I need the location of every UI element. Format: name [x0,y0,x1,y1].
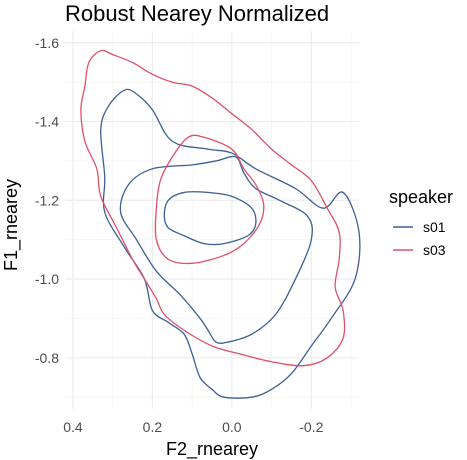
s03-contour-level-2 [154,134,265,265]
y-tick-label: -1.0 [35,271,59,287]
x-axis-title: F2_rnearey [166,439,258,460]
contour-lines [80,49,361,399]
legend-label-s03: s03 [423,242,446,258]
y-axis-ticks: -1.6 -1.4 -1.2 -1.0 -0.8 [35,35,59,366]
x-axis-ticks: 0.4 0.2 0.0 -0.2 [63,419,323,435]
y-tick-label: -0.8 [35,350,59,366]
y-tick-label: -1.6 [35,35,59,51]
s01-contour-level-1 [100,88,361,399]
s01-contour-level-2 [119,155,313,344]
x-tick-label: 0.4 [63,419,83,435]
legend-title: speaker [389,187,453,207]
s03-contour-level-1 [80,49,346,367]
y-axis-title: F1_rnearey [1,179,22,271]
s01-contour-level-3 [163,191,257,246]
major-gridlines [65,31,359,409]
minor-gridlines [65,31,359,409]
y-tick-label: -1.2 [35,192,59,208]
x-tick-label: 0.2 [143,419,163,435]
chart-title: Robust Nearey Normalized [65,1,329,26]
y-tick-label: -1.4 [35,114,59,130]
x-tick-label: -0.2 [299,419,323,435]
x-tick-label: 0.0 [222,419,242,435]
legend-label-s01: s01 [423,219,446,235]
